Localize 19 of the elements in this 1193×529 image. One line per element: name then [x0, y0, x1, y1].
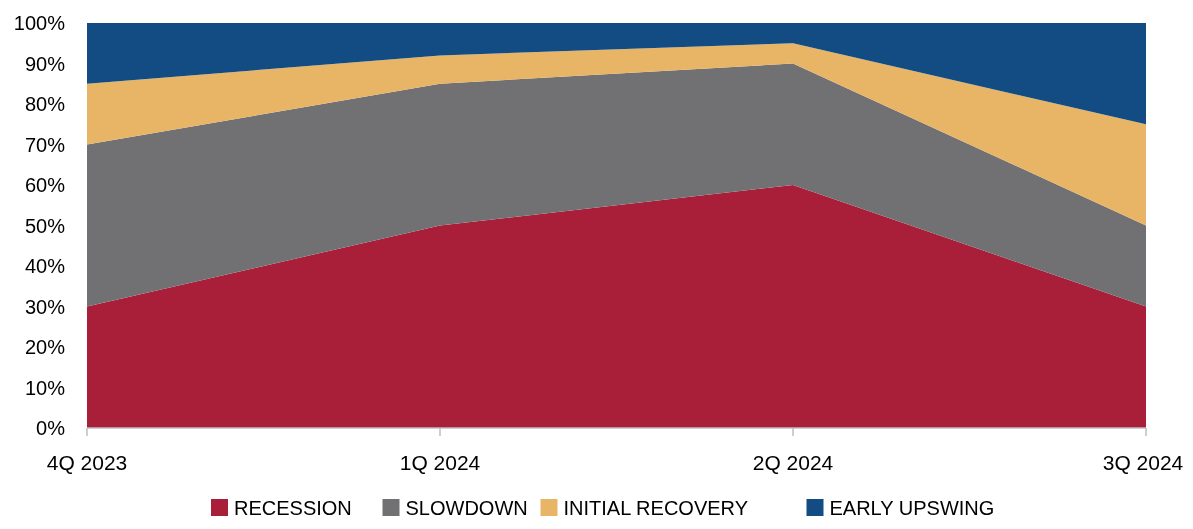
x-tick-label: 2Q 2024 [752, 451, 834, 474]
y-tick-label: 100% [13, 12, 66, 34]
y-tick-label: 90% [24, 52, 66, 75]
x-tick-label: 4Q 2023 [46, 451, 128, 474]
y-tick-label: 20% [24, 336, 66, 358]
y-tick-label: 10% [24, 376, 66, 399]
y-tick-label: 70% [24, 133, 66, 156]
legend-label: EARLY UPSWING [829, 497, 995, 519]
y-tick-label: 80% [24, 93, 66, 115]
legend-label: RECESSION [234, 497, 352, 519]
y-tick-label: 30% [24, 295, 66, 318]
y-tick-label: 60% [24, 174, 66, 196]
y-tick-label: 40% [24, 255, 66, 277]
y-tick-label: 0% [36, 417, 66, 439]
x-tick-label: 3Q 2024 [1102, 451, 1184, 474]
legend-label: SLOWDOWN [405, 497, 528, 519]
legend-label: INITIAL RECOVERY [563, 497, 748, 519]
x-tick-label: 1Q 2024 [399, 451, 481, 474]
y-tick-label: 50% [24, 214, 66, 237]
